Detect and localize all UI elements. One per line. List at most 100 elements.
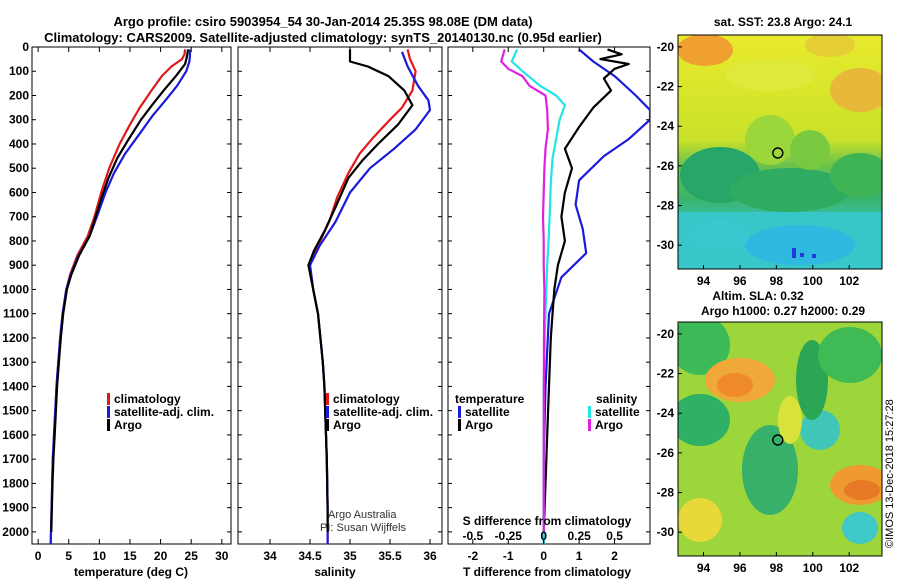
depth-tick-label: 1200 bbox=[2, 331, 29, 345]
series-line-temperature-argo bbox=[542, 48, 630, 532]
credit-program: Argo Australia bbox=[328, 509, 397, 521]
depth-tick-label: 1500 bbox=[2, 404, 29, 418]
lon-tick-label: 102 bbox=[839, 274, 859, 288]
lat-tick-label: -28 bbox=[657, 199, 675, 213]
lat-tick-label: -30 bbox=[657, 238, 675, 252]
depth-tick-label: 400 bbox=[9, 137, 29, 151]
x-tick-label: 20 bbox=[154, 549, 168, 563]
legend-swatch-temp-argo bbox=[458, 419, 461, 431]
temperature-legend: climatology satellite-adj. clim. Argo bbox=[107, 392, 214, 432]
legend-swatch-sal-argo bbox=[588, 419, 591, 431]
depth-tick-label: 1700 bbox=[2, 452, 29, 466]
legend-label-argo: Argo bbox=[114, 418, 142, 432]
legend-label-sal-satellite: satellite bbox=[595, 405, 640, 419]
series-line-climatology bbox=[49, 49, 187, 544]
lat-tick-label: -20 bbox=[657, 40, 675, 54]
lon-tick-label: 98 bbox=[770, 561, 784, 575]
lat-tick-label: -24 bbox=[657, 406, 675, 420]
sst-map: sat. SST: 23.8 Argo: 24.1 94 96 98 100 102 -… bbox=[657, 15, 883, 288]
depth-tick-label: 900 bbox=[9, 258, 29, 272]
difference-panel: -2 -1 0 1 2 -0.5 -0.25 0 0.25 0.5 S difference f… bbox=[447, 46, 651, 579]
sst-map-field bbox=[678, 35, 882, 269]
lat-tick-label: -24 bbox=[657, 119, 675, 133]
depth-tick-label: 1400 bbox=[2, 379, 29, 393]
lat-tick-label: -20 bbox=[657, 327, 675, 341]
legend-label-sal-argo: Argo bbox=[595, 418, 623, 432]
x-tick-label: 34 bbox=[263, 549, 277, 563]
x-tick-label: 36 bbox=[423, 549, 437, 563]
x-tick-label: 5 bbox=[65, 549, 72, 563]
depth-tick-label: 1600 bbox=[2, 428, 29, 442]
sla-argo-location-marker bbox=[772, 434, 784, 446]
depth-tick-label: 100 bbox=[9, 64, 29, 78]
x-tick-label: 35 bbox=[343, 549, 357, 563]
x-tick-label: 10 bbox=[93, 549, 107, 563]
lon-tick-label: 96 bbox=[733, 274, 747, 288]
title-line-2: Climatology: CARS2009. Satellite-adjuste… bbox=[44, 30, 602, 45]
s-difference-tick-label: -0.25 bbox=[495, 529, 523, 543]
depth-tick-label: 200 bbox=[9, 88, 29, 102]
series-line-temperature-satellite bbox=[542, 48, 650, 544]
legend-swatch-sal-satellite bbox=[588, 406, 591, 418]
credit-pi: PI: Susan Wijffels bbox=[320, 522, 406, 534]
legend-heading-temperature: temperature bbox=[455, 392, 525, 406]
lon-tick-label: 102 bbox=[839, 561, 859, 575]
sst-map-frame bbox=[677, 34, 883, 270]
x-tick-label: -2 bbox=[467, 549, 478, 563]
legend-swatch-argo bbox=[107, 419, 110, 431]
legend-label-argo: Argo bbox=[333, 418, 361, 432]
legend-label-temp-satellite: satellite bbox=[465, 405, 510, 419]
sla-map-title-line1: Altim. SLA: 0.32 bbox=[712, 289, 804, 303]
x-tick-label: 35.5 bbox=[378, 549, 402, 563]
lon-tick-label: 94 bbox=[697, 561, 711, 575]
series-line-satellite-adj-clim- bbox=[49, 49, 192, 544]
series-line-argo bbox=[307, 49, 414, 532]
depth-tick-label: 0 bbox=[22, 40, 29, 54]
depth-tick-label: 2000 bbox=[2, 525, 29, 539]
lat-tick-label: -28 bbox=[657, 486, 675, 500]
legend-label-climatology: climatology bbox=[114, 392, 181, 406]
lat-tick-label: -30 bbox=[657, 525, 675, 539]
salinity-panel: 34 34.5 35 35.5 36 salinity climatology sate… bbox=[237, 46, 443, 579]
legend-label-satellite: satellite-adj. clim. bbox=[333, 405, 433, 419]
lat-tick-label: -26 bbox=[657, 446, 675, 460]
temperature-xlabel: temperature (deg C) bbox=[74, 565, 188, 579]
legend-swatch-argo bbox=[326, 419, 329, 431]
depth-tick-label: 500 bbox=[9, 161, 29, 175]
s-difference-tick-label: 0 bbox=[540, 529, 547, 543]
x-tick-label: 0 bbox=[35, 549, 42, 563]
sst-map-title: sat. SST: 23.8 Argo: 24.1 bbox=[714, 15, 853, 29]
s-difference-tick-label: 0.5 bbox=[606, 529, 623, 543]
lon-tick-label: 98 bbox=[770, 274, 784, 288]
depth-axis: 0 100 200 300 400 500 600 700 800 900 1000 1100 1200… bbox=[2, 40, 650, 539]
sst-argo-location-marker bbox=[772, 147, 784, 159]
lon-tick-label: 94 bbox=[697, 274, 711, 288]
sla-map: Altim. SLA: 0.32 Argo h1000: 0.27 h2000:… bbox=[657, 289, 883, 575]
salinity-legend: climatology satellite-adj. clim. Argo bbox=[326, 392, 433, 432]
x-tick-label: 30 bbox=[215, 549, 229, 563]
depth-tick-label: 700 bbox=[9, 210, 29, 224]
lon-tick-label: 96 bbox=[733, 561, 747, 575]
lat-tick-label: -22 bbox=[657, 80, 675, 94]
depth-tick-label: 300 bbox=[9, 113, 29, 127]
difference-legend: temperature satellite Argo salinity sate… bbox=[455, 392, 640, 432]
legend-label-climatology: climatology bbox=[333, 392, 400, 406]
temperature-panel-frame bbox=[31, 46, 232, 545]
depth-tick-label: 1000 bbox=[2, 282, 29, 296]
x-tick-label: 15 bbox=[123, 549, 137, 563]
depth-tick-label: 1100 bbox=[3, 307, 29, 321]
legend-label-temp-argo: Argo bbox=[465, 418, 493, 432]
x-tick-label: 1 bbox=[576, 549, 583, 563]
lat-tick-label: -22 bbox=[657, 367, 675, 381]
t-difference-xlabel: T difference from climatology bbox=[463, 565, 631, 579]
series-line-argo bbox=[50, 49, 190, 532]
x-tick-label: 0 bbox=[540, 549, 547, 563]
x-tick-label: 34.5 bbox=[298, 549, 322, 563]
x-tick-label: 2 bbox=[611, 549, 618, 563]
salinity-panel-frame bbox=[237, 46, 443, 545]
legend-heading-salinity: salinity bbox=[596, 392, 638, 406]
legend-label-satellite: satellite-adj. clim. bbox=[114, 405, 214, 419]
legend-swatch-temp-satellite bbox=[458, 406, 461, 418]
depth-tick-label: 1900 bbox=[2, 501, 29, 515]
